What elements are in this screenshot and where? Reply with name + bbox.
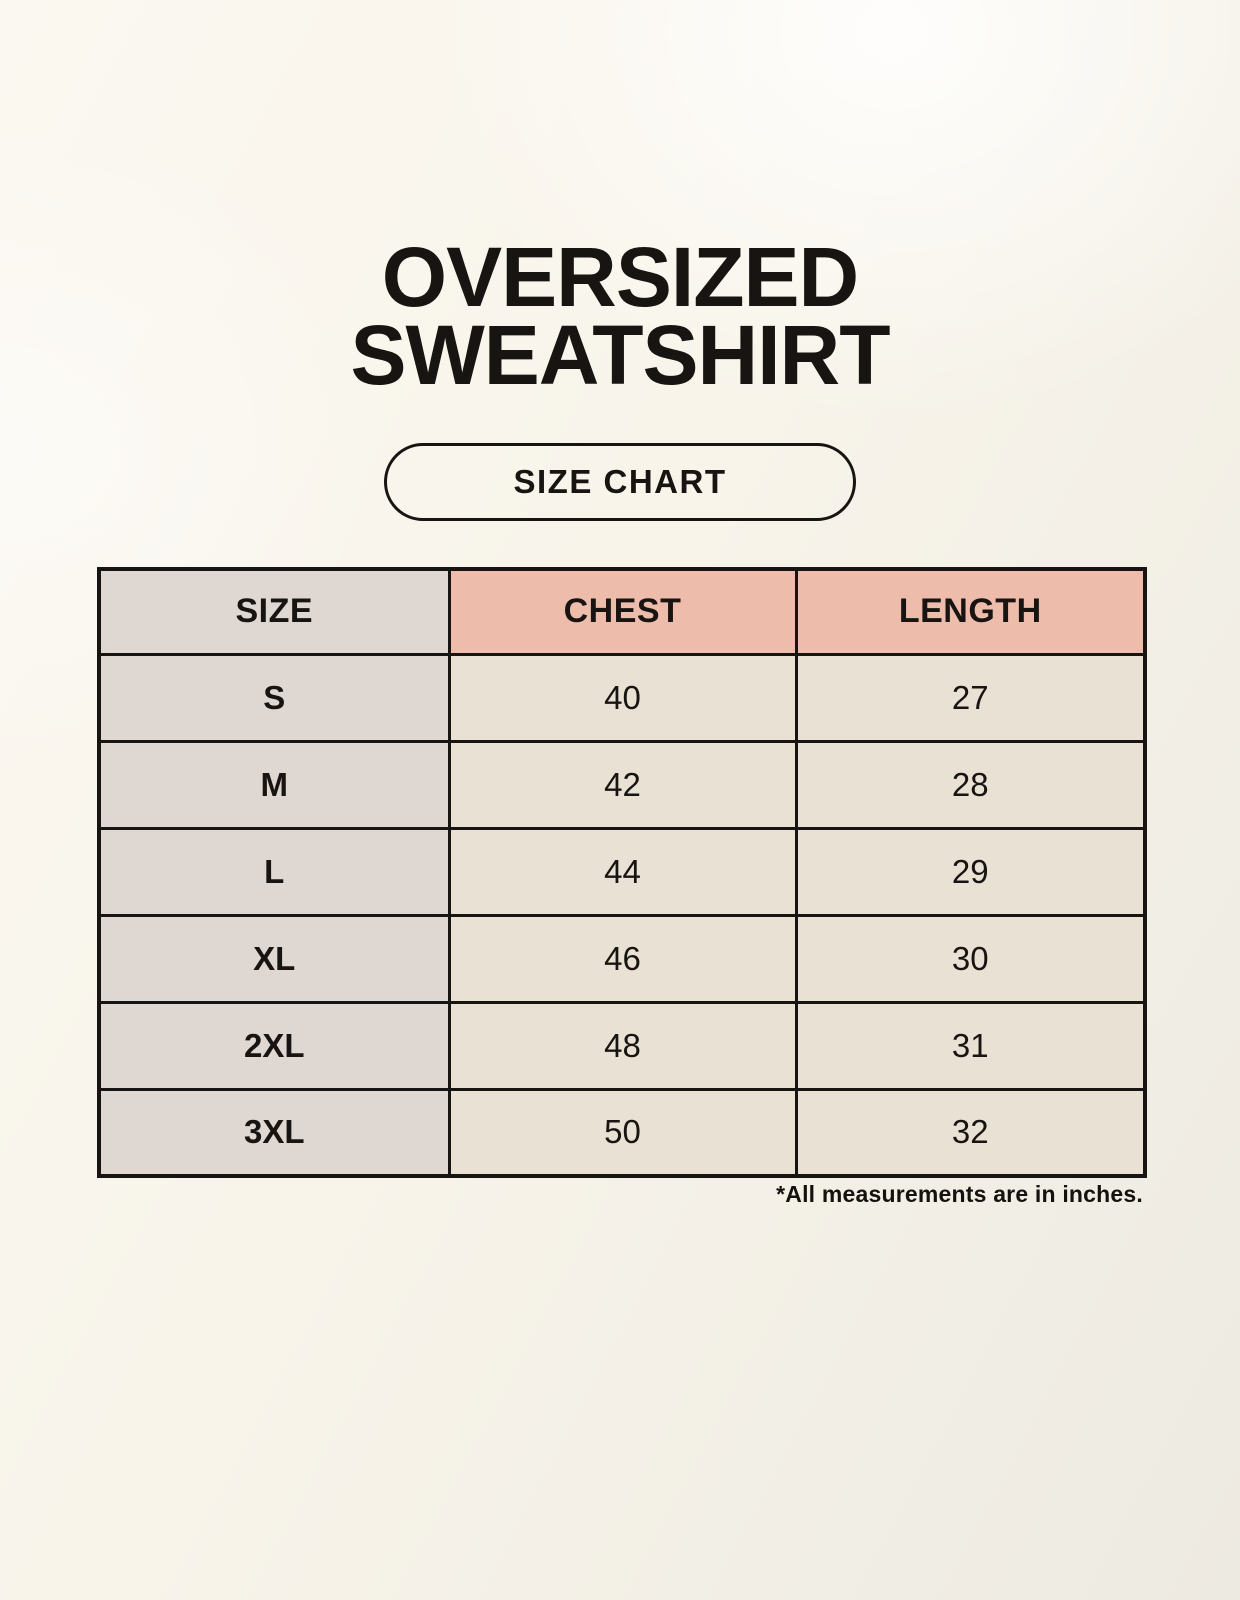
cell-size: XL	[97, 913, 451, 1004]
cell-size: M	[97, 739, 451, 830]
table-header-row: SIZE CHEST LENGTH	[97, 567, 1147, 656]
table-row: 3XL 50 32	[97, 1087, 1147, 1178]
size-chart-badge-label: SIZE CHART	[513, 463, 727, 500]
cell-length: 30	[794, 913, 1147, 1004]
cell-chest: 50	[447, 1087, 798, 1178]
cell-chest: 48	[447, 1000, 798, 1091]
column-header-chest: CHEST	[447, 567, 798, 656]
column-header-size: SIZE	[97, 567, 451, 656]
page-title-line2: SWEATSHIRT	[350, 308, 890, 402]
cell-length: 28	[794, 739, 1147, 830]
page-title: OVERSIZED SWEATSHIRT	[0, 230, 1240, 402]
table-row: M 42 28	[97, 739, 1147, 830]
page-title-line1: OVERSIZED	[381, 230, 859, 324]
cell-chest: 46	[447, 913, 798, 1004]
cell-size: 2XL	[97, 1000, 451, 1091]
cell-length: 32	[794, 1087, 1147, 1178]
table-row: L 44 29	[97, 826, 1147, 917]
cell-length: 27	[794, 652, 1147, 743]
table-row: S 40 27	[97, 652, 1147, 743]
cell-length: 31	[794, 1000, 1147, 1091]
cell-size: 3XL	[97, 1087, 451, 1178]
cell-chest: 44	[447, 826, 798, 917]
size-chart-badge: SIZE CHART	[384, 443, 856, 521]
cell-size: S	[97, 652, 451, 743]
cell-size: L	[97, 826, 451, 917]
cell-chest: 42	[447, 739, 798, 830]
size-chart-table: SIZE CHEST LENGTH S 40 27 M 42 28 L 44 29 XL 46 30 2…	[97, 567, 1147, 1178]
column-header-length: LENGTH	[794, 567, 1147, 656]
cell-chest: 40	[447, 652, 798, 743]
table-row: 2XL 48 31	[97, 1000, 1147, 1091]
cell-length: 29	[794, 826, 1147, 917]
measurements-footnote: *All measurements are in inches.	[776, 1181, 1143, 1207]
table-row: XL 46 30	[97, 913, 1147, 1004]
